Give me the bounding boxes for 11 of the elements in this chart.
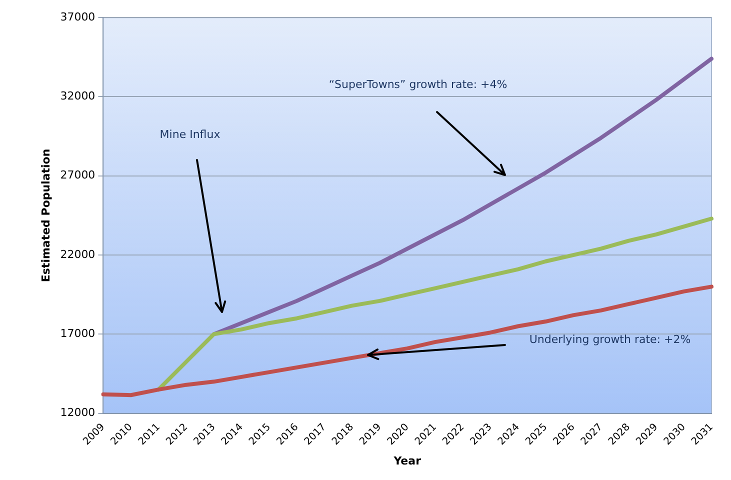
- annotation: Mine Influx: [160, 128, 221, 141]
- y-tick-label: 27000: [60, 168, 96, 182]
- y-tick-label: 22000: [60, 248, 96, 261]
- y-axis-title: Estimated Population: [39, 148, 52, 282]
- annotation: Underlying growth rate: +2%: [529, 332, 691, 346]
- x-axis-title: Year: [392, 454, 422, 468]
- y-tick-label: 12000: [60, 406, 96, 420]
- y-tick-label: 17000: [60, 327, 96, 340]
- y-tick-label: 37000: [60, 10, 96, 24]
- y-tick-label: 32000: [60, 90, 96, 103]
- annotation: “SuperTowns” growth rate: +4%: [328, 78, 508, 91]
